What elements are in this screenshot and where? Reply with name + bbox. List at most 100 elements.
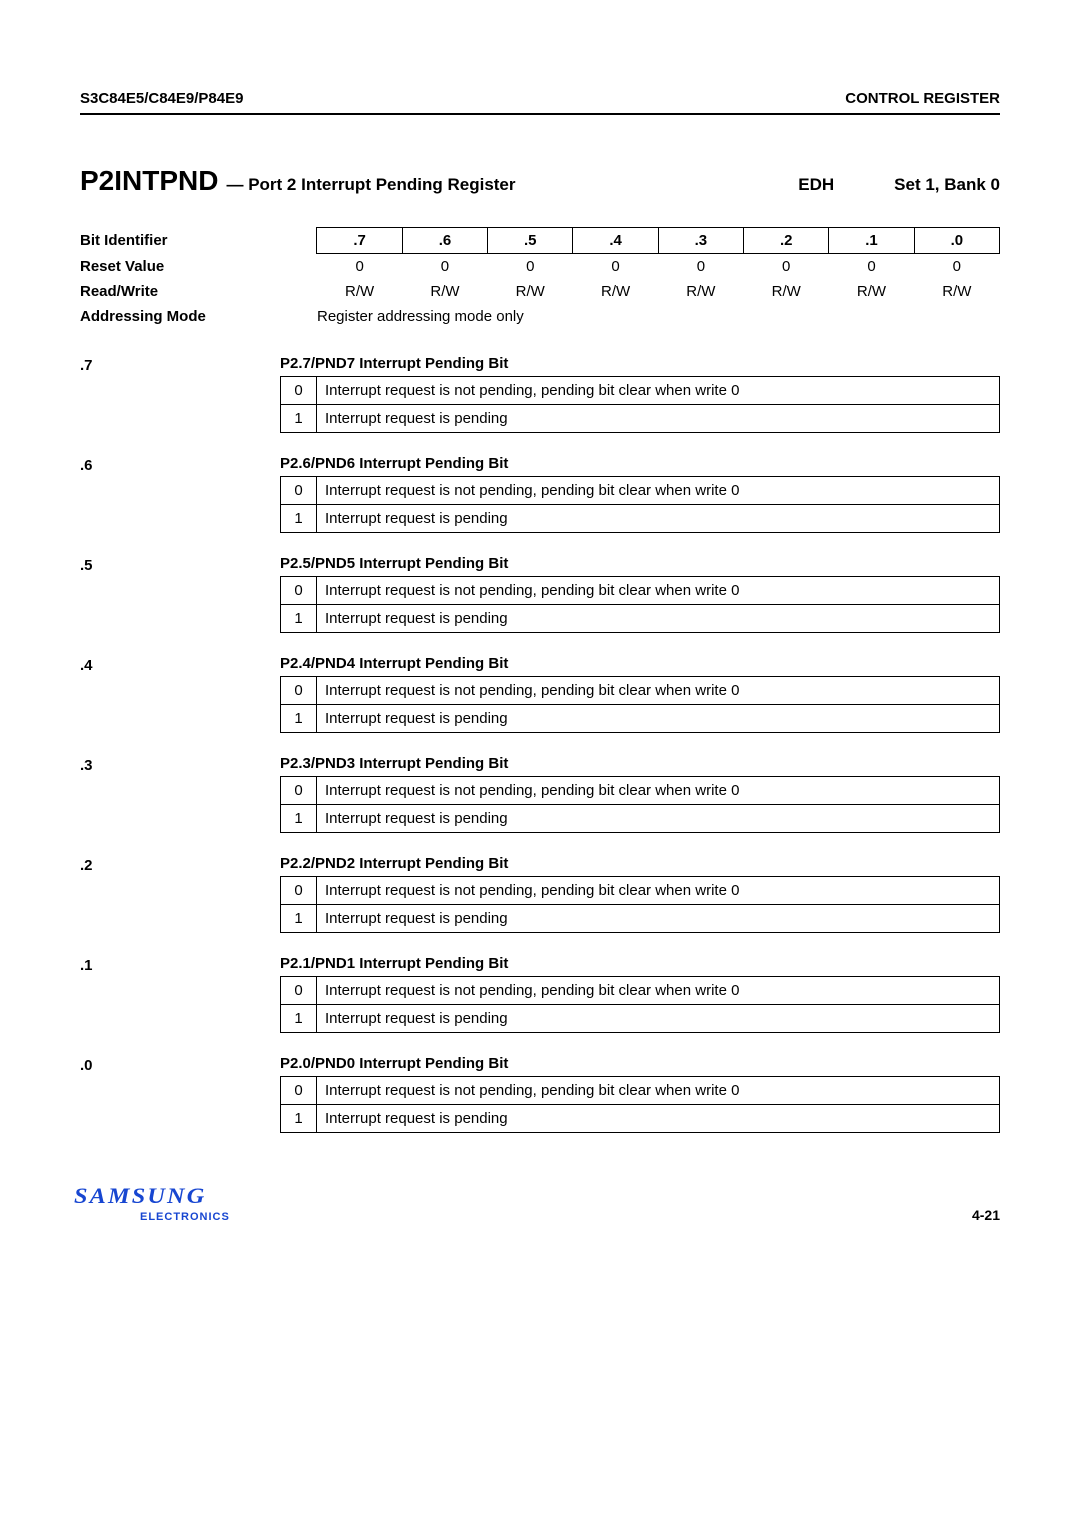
bit-title: P2.2/PND2 Interrupt Pending Bit: [280, 855, 1000, 872]
bit-table-row: 0Interrupt request is not pending, pendi…: [281, 577, 1000, 605]
bit-identifier-label: Bit Identifier: [80, 228, 317, 254]
bit-table: 0Interrupt request is not pending, pendi…: [280, 776, 1000, 833]
bit-table-row: 0Interrupt request is not pending, pendi…: [281, 877, 1000, 905]
rw-6: R/W: [402, 279, 487, 304]
bit-id-2: .2: [744, 228, 829, 254]
bit-description: Interrupt request is pending: [317, 405, 1000, 433]
bit-section: .6P2.6/PND6 Interrupt Pending Bit0Interr…: [80, 455, 1000, 533]
bit-table-row: 1Interrupt request is pending: [281, 1005, 1000, 1033]
title-left: P2INTPND — Port 2 Interrupt Pending Regi…: [80, 165, 516, 197]
page-number: 4-21: [972, 1207, 1000, 1223]
bit-value: 1: [281, 805, 317, 833]
bit-description: Interrupt request is pending: [317, 505, 1000, 533]
bit-value: 0: [281, 377, 317, 405]
bit-table: 0Interrupt request is not pending, pendi…: [280, 476, 1000, 533]
bit-value: 1: [281, 405, 317, 433]
bit-id-4: .4: [573, 228, 658, 254]
bit-detail: P2.7/PND7 Interrupt Pending Bit 0Interrup…: [280, 355, 1000, 433]
bit-detail: P2.0/PND0 Interrupt Pending Bit0Interrup…: [280, 1055, 1000, 1133]
reset-value-row: Reset Value 0 0 0 0 0 0 0 0: [80, 254, 1000, 280]
bit-description: Interrupt request is pending: [317, 1005, 1000, 1033]
bit-detail: P2.2/PND2 Interrupt Pending Bit 0Interrup…: [280, 855, 1000, 933]
page-footer: SAMSUNG ELECTRONICS 4-21: [80, 1183, 1000, 1223]
rw-1: R/W: [829, 279, 914, 304]
bit-description: Interrupt request is not pending, pendin…: [317, 477, 1000, 505]
bit-detail: P2.6/PND6 Interrupt Pending Bit 0Interrup…: [280, 455, 1000, 533]
addressing-mode-label: Addressing Mode: [80, 304, 317, 329]
title-right: EDH Set 1, Bank 0: [798, 175, 1000, 195]
bit-section: .2P2.2/PND2 Interrupt Pending Bit 0Interr…: [80, 855, 1000, 933]
bit-value: 1: [281, 1005, 317, 1033]
addressing-mode-row: Addressing Mode Register addressing mode…: [80, 304, 1000, 329]
bit-detail: P2.1/PND1 Interrupt Pending Bit0Interrup…: [280, 955, 1000, 1033]
bit-detail: P2.3/PND3 Interrupt Pending Bit0Interrup…: [280, 755, 1000, 833]
bit-description: Interrupt request is not pending, pendin…: [317, 977, 1000, 1005]
header-right: CONTROL REGISTER: [845, 90, 1000, 107]
rw-7: R/W: [317, 279, 402, 304]
bit-table: 0Interrupt request is not pending, pendi…: [280, 376, 1000, 433]
bit-table-row: 1Interrupt request is pending: [281, 705, 1000, 733]
bit-description: Interrupt request is pending: [317, 705, 1000, 733]
rw-4: R/W: [573, 279, 658, 304]
register-desc: — Port 2 Interrupt Pending Register: [226, 175, 515, 195]
overview-table: Bit Identifier .7 .6 .5 .4 .3 .2 .1 .0 R…: [80, 227, 1000, 329]
bit-description: Interrupt request is pending: [317, 605, 1000, 633]
bit-title: P2.4/PND4 Interrupt Pending Bit: [280, 655, 1000, 672]
bit-section: .4P2.4/PND4 Interrupt Pending Bit 0Interr…: [80, 655, 1000, 733]
bit-table-row: 0Interrupt request is not pending, pendi…: [281, 477, 1000, 505]
bit-value: 1: [281, 505, 317, 533]
bit-value: 0: [281, 577, 317, 605]
bit-title: P2.7/PND7 Interrupt Pending Bit: [280, 355, 1000, 372]
reset-5: 0: [488, 254, 573, 280]
bit-table: 0Interrupt request is not pending, pendi…: [280, 976, 1000, 1033]
bit-title: P2.5/PND5 Interrupt Pending Bit: [280, 555, 1000, 572]
bit-label: .5: [80, 555, 280, 633]
bit-title: P2.6/PND6 Interrupt Pending Bit: [280, 455, 1000, 472]
bit-detail: P2.4/PND4 Interrupt Pending Bit 0Interrup…: [280, 655, 1000, 733]
reset-value-label: Reset Value: [80, 254, 317, 280]
bit-sections: .7P2.7/PND7 Interrupt Pending Bit0Interr…: [80, 355, 1000, 1133]
reset-0: 0: [914, 254, 999, 280]
bit-value: 1: [281, 605, 317, 633]
bit-description: Interrupt request is pending: [317, 1105, 1000, 1133]
bit-table-row: 1Interrupt request is pending: [281, 605, 1000, 633]
bit-table-row: 1Interrupt request is pending: [281, 905, 1000, 933]
bit-section: .7P2.7/PND7 Interrupt Pending Bit 0Interr…: [80, 355, 1000, 433]
samsung-logo: SAMSUNG: [74, 1183, 206, 1209]
bit-table-row: 0Interrupt request is not pending, pendi…: [281, 677, 1000, 705]
logo-block: SAMSUNG ELECTRONICS: [80, 1183, 230, 1223]
bit-description: Interrupt request is not pending, pendin…: [317, 877, 1000, 905]
reset-7: 0: [317, 254, 402, 280]
bit-description: Interrupt request is not pending, pendin…: [317, 577, 1000, 605]
bit-label: .2: [80, 855, 280, 933]
bit-value: 0: [281, 877, 317, 905]
bit-value: 0: [281, 477, 317, 505]
bit-table-row: 0Interrupt request is not pending, pendi…: [281, 377, 1000, 405]
title-row: P2INTPND — Port 2 Interrupt Pending Regi…: [80, 165, 1000, 197]
bit-id-1: .1: [829, 228, 914, 254]
read-write-row: Read/Write R/W R/W R/W R/W R/W R/W R/W R…: [80, 279, 1000, 304]
bit-table-row: 1Interrupt request is pending: [281, 405, 1000, 433]
bit-value: 0: [281, 777, 317, 805]
rw-2: R/W: [744, 279, 829, 304]
bit-label: .1: [80, 955, 280, 1033]
bit-section: .0P2.0/PND0 Interrupt Pending Bit0Interr…: [80, 1055, 1000, 1133]
reset-3: 0: [658, 254, 743, 280]
reset-6: 0: [402, 254, 487, 280]
bit-description: Interrupt request is not pending, pendin…: [317, 1077, 1000, 1105]
bit-id-6: .6: [402, 228, 487, 254]
bit-label: .7: [80, 355, 280, 433]
register-addr: EDH: [798, 175, 834, 195]
register-name: P2INTPND: [80, 165, 218, 197]
bit-label: .0: [80, 1055, 280, 1133]
bit-value: 0: [281, 677, 317, 705]
bit-table: 0Interrupt request is not pending, pendi…: [280, 1076, 1000, 1133]
bit-table-row: 1Interrupt request is pending: [281, 805, 1000, 833]
page-header: S3C84E5/C84E9/P84E9 CONTROL REGISTER: [80, 90, 1000, 115]
bit-table: 0Interrupt request is not pending, pendi…: [280, 676, 1000, 733]
bit-description: Interrupt request is not pending, pendin…: [317, 377, 1000, 405]
bit-description: Interrupt request is not pending, pendin…: [317, 777, 1000, 805]
bit-label: .4: [80, 655, 280, 733]
bit-id-7: .7: [317, 228, 402, 254]
bit-value: 0: [281, 977, 317, 1005]
